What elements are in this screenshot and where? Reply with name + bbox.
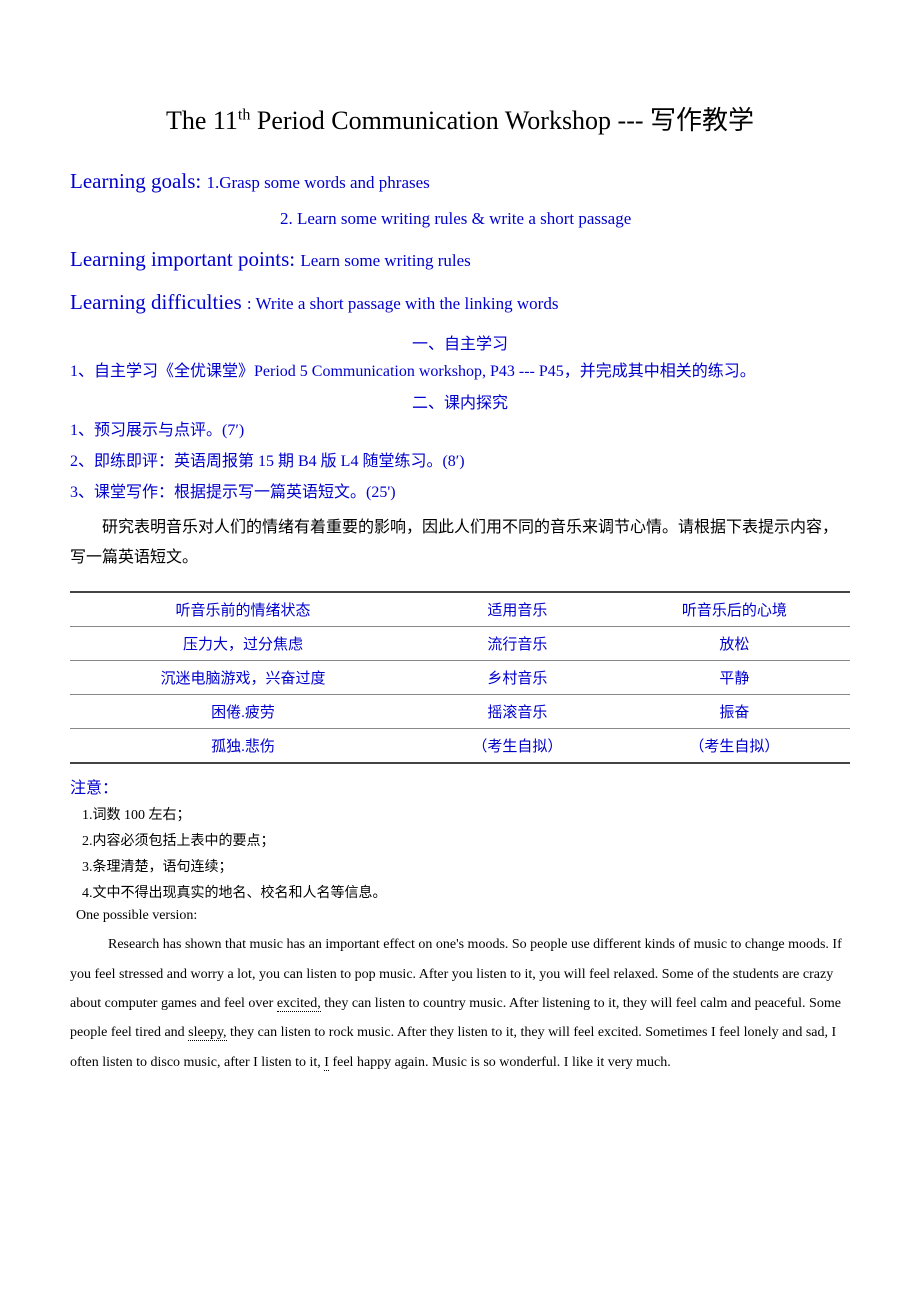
- table-header-row: 听音乐前的情绪状态 适用音乐 听音乐后的心境: [70, 592, 850, 627]
- eng-sleepy: sleepy,: [188, 1025, 226, 1041]
- goal-2: 2. Learn some writing rules & write a sh…: [280, 209, 850, 229]
- note-item: 2.内容必须包括上表中的要点；: [82, 830, 850, 850]
- title-pre: The 11: [166, 106, 238, 135]
- difficulties-text: : Write a short passage with the linking…: [247, 294, 559, 313]
- table-row: 孤独.悲伤 （考生自拟） （考生自拟）: [70, 729, 850, 764]
- table-cell: 压力大，过分焦虑: [70, 627, 416, 661]
- eng-excited: excited,: [277, 996, 321, 1012]
- section-1-header: 一、自主学习: [70, 330, 850, 354]
- table-cell: 流行音乐: [416, 627, 619, 661]
- table-header-cell: 听音乐前的情绪状态: [70, 592, 416, 627]
- goal-1: 1.Grasp some words and phrases: [206, 173, 429, 192]
- table-header-cell: 听音乐后的心境: [619, 592, 850, 627]
- table-row: 压力大，过分焦虑 流行音乐 放松: [70, 627, 850, 661]
- table-cell: 沉迷电脑游戏，兴奋过度: [70, 661, 416, 695]
- learning-goals: Learning goals: 1.Grasp some words and p…: [70, 165, 850, 199]
- title-sup: th: [238, 106, 250, 123]
- table-cell: （考生自拟）: [416, 729, 619, 764]
- note-item: 1.词数 100 左右；: [82, 804, 850, 824]
- goals-lead: Learning goals:: [70, 169, 206, 193]
- table-cell: 摇滚音乐: [416, 695, 619, 729]
- section-2-line-2: 2、即练即评：英语周报第 15 期 B4 版 L4 随堂练习。(8′): [70, 448, 850, 475]
- table-cell: （考生自拟）: [619, 729, 850, 764]
- page-title: The 11th Period Communication Workshop -…: [70, 100, 850, 137]
- note-item: 4.文中不得出现真实的地名、校名和人名等信息。: [82, 882, 850, 902]
- table-row: 沉迷电脑游戏，兴奋过度 乡村音乐 平静: [70, 661, 850, 695]
- table-header-cell: 适用音乐: [416, 592, 619, 627]
- section-2-line-3: 3、课堂写作：根据提示写一篇英语短文。(25'): [70, 479, 850, 506]
- table-cell: 乡村音乐: [416, 661, 619, 695]
- eng-text: feel happy again. Music is so wonderful.…: [329, 1055, 671, 1070]
- document-page: The 11th Period Communication Workshop -…: [0, 0, 920, 1137]
- difficulties-lead: Learning difficulties: [70, 290, 247, 314]
- music-table: 听音乐前的情绪状态 适用音乐 听音乐后的心境 压力大，过分焦虑 流行音乐 放松 …: [70, 591, 850, 764]
- section-2-header: 二、课内探究: [70, 389, 850, 413]
- section-1-line-1: 1、自主学习《全优课堂》Period 5 Communication works…: [70, 358, 850, 385]
- english-paragraph: Research has shown that music has an imp…: [70, 930, 850, 1077]
- table-cell: 放松: [619, 627, 850, 661]
- section-2-line-1: 1、预习展示与点评。(7′): [70, 417, 850, 444]
- table-cell: 困倦.疲劳: [70, 695, 416, 729]
- intro-paragraph: 研究表明音乐对人们的情绪有着重要的影响，因此人们用不同的音乐来调节心情。请根据下…: [70, 513, 850, 574]
- table-cell: 孤独.悲伤: [70, 729, 416, 764]
- learning-important: Learning important points: Learn some wr…: [70, 243, 850, 277]
- table-row: 困倦.疲劳 摇滚音乐 振奋: [70, 695, 850, 729]
- learning-difficulties: Learning difficulties : Write a short pa…: [70, 286, 850, 320]
- note-item: 3.条理清楚，语句连续；: [82, 856, 850, 876]
- important-lead: Learning important points:: [70, 247, 300, 271]
- table-cell: 平静: [619, 661, 850, 695]
- version-label: One possible version:: [76, 908, 850, 924]
- important-text: Learn some writing rules: [300, 251, 470, 270]
- notes-label: 注意：: [70, 774, 850, 798]
- table-cell: 振奋: [619, 695, 850, 729]
- title-post: Period Communication Workshop --- 写作教学: [250, 106, 754, 135]
